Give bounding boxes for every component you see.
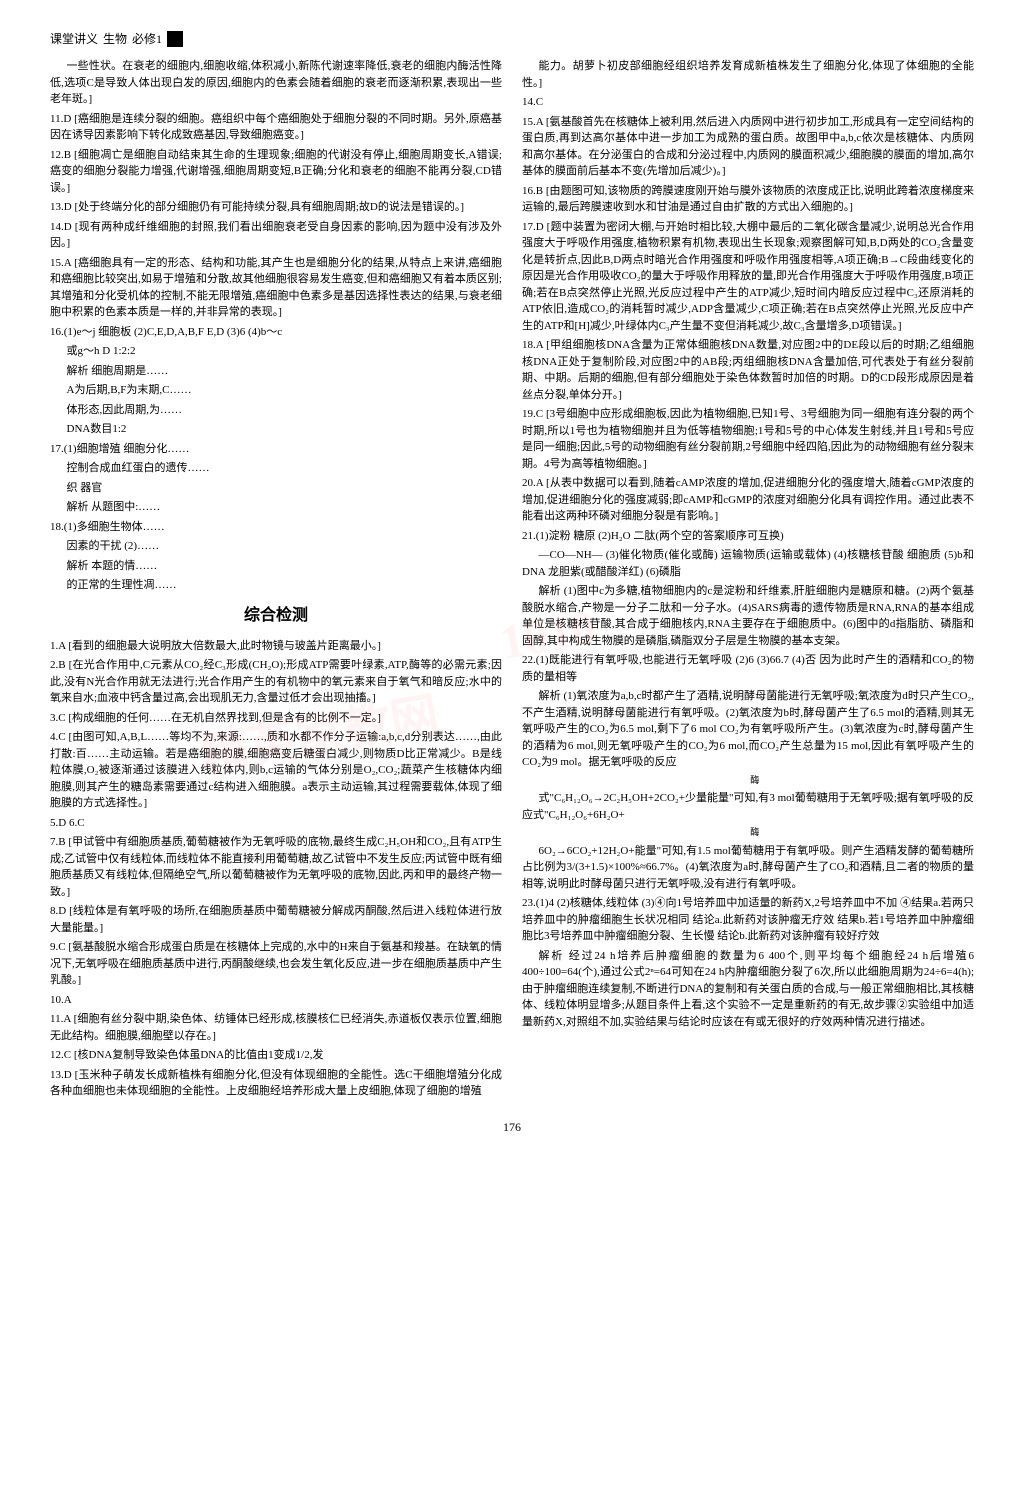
q16-p5: DNA数目1:2: [50, 421, 502, 438]
r23-p1: 解析 经过24 h培养后肿瘤细胞的数量为6 400个,则平均每个细胞经24 h后…: [522, 948, 974, 1031]
q18-p2: 解析 本题的情……: [50, 558, 502, 575]
c13: 13.D [玉米种子萌发长成新植株有细胞分化,但没有体现细胞的全能性。选C干细胞…: [50, 1067, 502, 1100]
r20: 20.A [从表中数据可以看到,随着cAMP浓度的增加,促进细胞分化的强度增大,…: [522, 475, 974, 525]
header-course: 课堂讲义: [50, 30, 98, 48]
page-header: 课堂讲义 生物 必修1: [50, 30, 974, 48]
c10: 10.A: [50, 992, 502, 1009]
r17: 17.D [题中装置为密闭大棚,与开始时相比较,大棚中最后的二氧化碳含量减少,说…: [522, 219, 974, 335]
r21-p0: 21.(1)淀粉 糖原 (2)H₂O 二肽(两个空的答案顺序可互换): [522, 528, 974, 545]
q13: 13.D [处于终端分化的部分细胞仍有可能持续分裂,具有细胞周期;故D的说法是错…: [50, 199, 502, 216]
c8: 8.D [线粒体是有氧呼吸的场所,在细胞质基质中葡萄糖被分解成丙酮酸,然后进入线…: [50, 903, 502, 936]
q10-continuation: 一些性状。在衰老的细胞内,细胞收缩,体积减小,新陈代谢速率降低,衰老的细胞内酶活…: [50, 58, 502, 108]
c3: 3.C [构成细胞的任何……在无机自然界找到,但是含有的比例不一定。]: [50, 710, 502, 727]
c5d: 5.D 6.C: [50, 815, 502, 832]
r13b: 能力。胡萝卜初皮部细胞经组织培养发育成新植株发生了细胞分化,体现了体细胞的全能性…: [522, 58, 974, 91]
q11: 11.D [癌细胞是连续分裂的细胞。癌组织中每个癌细胞处于细胞分裂的不同时期。另…: [50, 111, 502, 144]
r21-p2: 解析 (1)图中c为多糖,植物细胞内的c是淀粉和纤维素,肝脏细胞内是糖原和糖。(…: [522, 583, 974, 649]
q16-p0: 16.(1)e～j 细胞板 (2)C,E,D,A,B,F E,D (3)6 (4…: [50, 324, 502, 341]
c7: 7.B [甲试管中有细胞质基质,葡萄糖被作为无氧呼吸的底物,最终生成C₂H₅OH…: [50, 834, 502, 900]
header-block: [167, 31, 183, 47]
right-column: 能力。胡萝卜初皮部细胞经组织培养发育成新植株发生了细胞分化,体现了体细胞的全能性…: [522, 58, 974, 1103]
r22-p3: 式"C₆H₁₂O₆→2C₂H₅OH+2CO₂+少量能量"可知,有3 mol葡萄糖…: [522, 790, 974, 823]
r21-p1: —CO—NH— (3)催化物质(催化或酶) 运输物质(运输或载体) (4)核糖核…: [522, 547, 974, 580]
q12: 12.B [细胞凋亡是细胞自动结束其生命的生理现象;细胞的代谢没有停止,细胞周期…: [50, 147, 502, 197]
q18-p1: 因素的干扰 (2)……: [50, 538, 502, 555]
r22-p5: 6O₂→6CO₂+12H₂O+能量"可知,有1.5 mol葡萄糖用于有氧呼吸。则…: [522, 843, 974, 893]
q16-p1: 或g～h D 1:2:2: [50, 343, 502, 360]
c1: 1.A [看到的细胞最大说明放大倍数最大,此时物镜与玻盖片距离最小。]: [50, 638, 502, 655]
c12-p0: 12.C [核DNA复制导致染色体虽DNA的比值由1变成1/2,发: [50, 1047, 502, 1064]
content-columns: 一些性状。在衰老的细胞内,细胞收缩,体积减小,新陈代谢速率降低,衰老的细胞内酶活…: [50, 58, 974, 1103]
q17-p0: 17.(1)细胞增殖 细胞分化……: [50, 441, 502, 458]
q17-p2: 织 器官: [50, 480, 502, 497]
r15: 15.A [氨基酸首先在核糖体上被利用,然后进入内质网中进行初步加工,形成具有一…: [522, 114, 974, 180]
r22-p4: 酶: [522, 826, 974, 840]
r18: 18.A [甲组细胞核DNA含量为正常体细胞核DNA数量,对应图2中的DE段以后…: [522, 337, 974, 403]
page-number: 176: [50, 1118, 974, 1136]
header-book: 必修1: [132, 30, 162, 48]
r22-p1: 解析 (1)氧浓度为a,b,c时都产生了酒精,说明酵母菌能进行无氧呼吸;氧浓度为…: [522, 688, 974, 771]
c11: 11.A [细胞有丝分裂中期,染色体、纺锤体已经形成,核膜核仁已经消失,赤道板仅…: [50, 1011, 502, 1044]
c9: 9.C [氨基酸脱水缩合形成蛋白质是在核糖体上完成的,水中的H来自于氨基和羧基。…: [50, 939, 502, 989]
q17-p1: 控制合成血红蛋白的遗传……: [50, 460, 502, 477]
c4: 4.C [由图可知,A,B,L……等均不为,来源:……,质和水都不作分子运输:a…: [50, 729, 502, 812]
r23-p0: 23.(1)4 (2)核糖体,线粒体 (3)④向1号培养皿中加适量的新药X,2号…: [522, 895, 974, 945]
q15: 15.A [癌细胞具有一定的形态、结构和功能,其产生也是细胞分化的结果,从特点上…: [50, 255, 502, 321]
left-column: 一些性状。在衰老的细胞内,细胞收缩,体积减小,新陈代谢速率降低,衰老的细胞内酶活…: [50, 58, 502, 1103]
r16: 16.B [由题图可知,该物质的跨膜速度刚开始与膜外该物质的浓度成正比,说明此跨…: [522, 183, 974, 216]
q16-p3: A为后期,B,F为末期,C……: [50, 382, 502, 399]
r22-p2: 酶: [522, 774, 974, 788]
header-subject: 生物: [103, 30, 127, 48]
q18-p0: 18.(1)多细胞生物体……: [50, 519, 502, 536]
r19: 19.C [3号细胞中应形成细胞板,因此为植物细胞,已知1号、3号细胞为同一细胞…: [522, 406, 974, 472]
q18-p3: 的正常的生理性凋……: [50, 577, 502, 594]
comprehensive-test-title: 综合检测: [50, 604, 502, 628]
q16-p4: 体形态,因此周期,为……: [50, 402, 502, 419]
r22-p0: 22.(1)既能进行有氧呼吸,也能进行无氧呼吸 (2)6 (3)66.7 (4)…: [522, 652, 974, 685]
q16-p2: 解析 细胞周期是……: [50, 363, 502, 380]
q14: 14.D [现有两种成纤维细胞的封照,我们看出细胞衰老受自身因素的影响,因为题中…: [50, 219, 502, 252]
q17-p3: 解析 从题图中:……: [50, 499, 502, 516]
c2: 2.B [在光合作用中,C元素从CO₂经C₃形成(CH₂O);形成ATP需要叶绿…: [50, 657, 502, 707]
r14: 14.C: [522, 94, 974, 111]
